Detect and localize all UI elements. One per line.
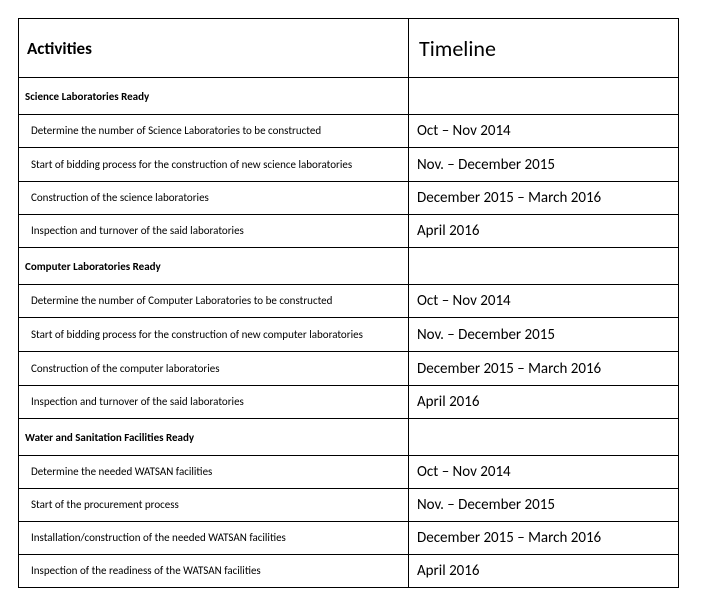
empty-cell <box>409 419 679 456</box>
activity-cell: Start of bidding process for the constru… <box>19 148 409 182</box>
timeline-cell: Oct – Nov 2014 <box>409 115 679 148</box>
activity-cell: Inspection and turnover of the said labo… <box>19 386 409 419</box>
timeline-cell: April 2016 <box>409 555 679 588</box>
table-row: Inspection and turnover of the said labo… <box>19 215 679 248</box>
empty-cell <box>409 78 679 115</box>
timeline-cell: Nov. – December 2015 <box>409 148 679 182</box>
table-row: Inspection and turnover of the said labo… <box>19 386 679 419</box>
activity-cell: Construction of the computer laboratorie… <box>19 352 409 386</box>
activity-cell: Installation/construction of the needed … <box>19 522 409 555</box>
table-row: Installation/construction of the needed … <box>19 522 679 555</box>
timeline-cell: December 2015 – March 2016 <box>409 182 679 215</box>
table-row: Start of bidding process for the constru… <box>19 148 679 182</box>
section-title: Computer Laboratories Ready <box>19 248 409 285</box>
timeline-cell: Nov. – December 2015 <box>409 318 679 352</box>
activity-cell: Construction of the science laboratories <box>19 182 409 215</box>
timeline-cell: April 2016 <box>409 386 679 419</box>
table-row: Determine the needed WATSAN facilities O… <box>19 456 679 489</box>
section-title: Science Laboratories Ready <box>19 78 409 115</box>
activity-cell: Inspection of the readiness of the WATSA… <box>19 555 409 588</box>
section-header-row: Computer Laboratories Ready <box>19 248 679 285</box>
activities-timeline-table: Activities Timeline Science Laboratories… <box>18 18 679 588</box>
table-row: Determine the number of Computer Laborat… <box>19 285 679 318</box>
section-header-row: Water and Sanitation Facilities Ready <box>19 419 679 456</box>
column-header-activities: Activities <box>19 19 409 78</box>
timeline-cell: December 2015 – March 2016 <box>409 522 679 555</box>
table-row: Determine the number of Science Laborato… <box>19 115 679 148</box>
table-row: Construction of the science laboratories… <box>19 182 679 215</box>
timeline-cell: December 2015 – March 2016 <box>409 352 679 386</box>
section-title: Water and Sanitation Facilities Ready <box>19 419 409 456</box>
table-header-row: Activities Timeline <box>19 19 679 78</box>
timeline-cell: Nov. – December 2015 <box>409 489 679 522</box>
column-header-timeline: Timeline <box>409 19 679 78</box>
table-row: Start of bidding process for the constru… <box>19 318 679 352</box>
timeline-cell: April 2016 <box>409 215 679 248</box>
activity-cell: Determine the number of Science Laborato… <box>19 115 409 148</box>
table-row: Construction of the computer laboratorie… <box>19 352 679 386</box>
timeline-cell: Oct – Nov 2014 <box>409 456 679 489</box>
timeline-cell: Oct – Nov 2014 <box>409 285 679 318</box>
activity-cell: Determine the number of Computer Laborat… <box>19 285 409 318</box>
empty-cell <box>409 248 679 285</box>
section-header-row: Science Laboratories Ready <box>19 78 679 115</box>
activity-cell: Determine the needed WATSAN facilities <box>19 456 409 489</box>
activity-cell: Start of bidding process for the constru… <box>19 318 409 352</box>
activity-cell: Start of the procurement process <box>19 489 409 522</box>
table-row: Start of the procurement process Nov. – … <box>19 489 679 522</box>
activity-cell: Inspection and turnover of the said labo… <box>19 215 409 248</box>
table-row: Inspection of the readiness of the WATSA… <box>19 555 679 588</box>
